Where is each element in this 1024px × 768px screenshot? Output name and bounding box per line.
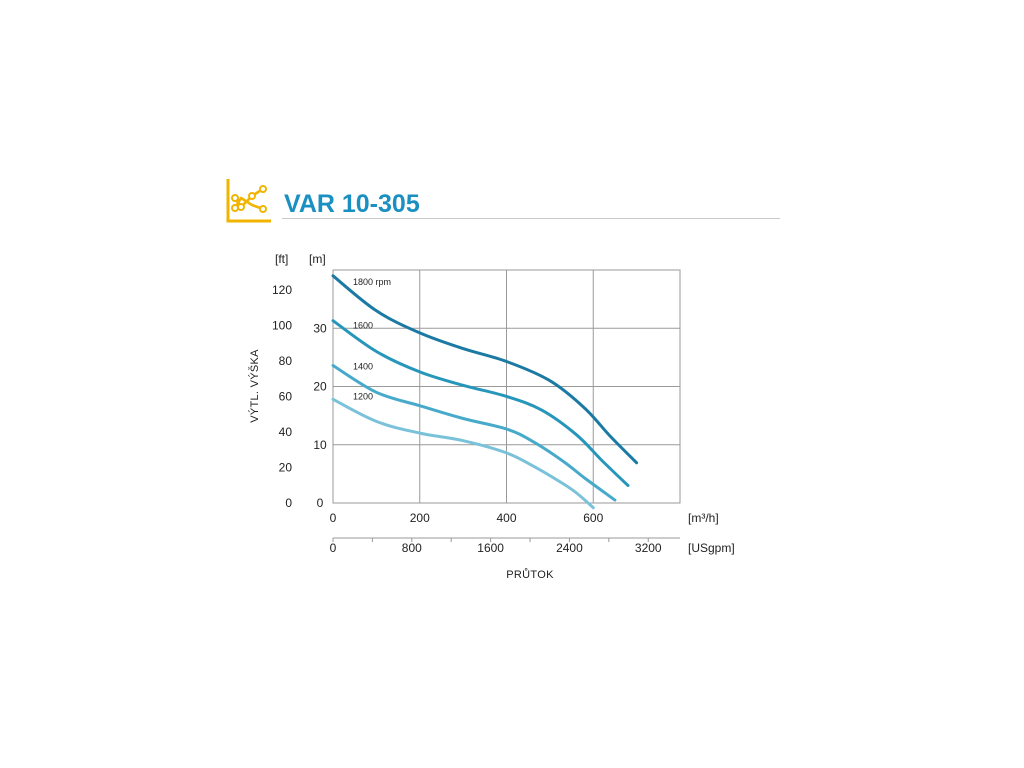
series-line	[331, 364, 617, 502]
y-unit: [m]	[309, 252, 326, 266]
x-unit: [m³/h]	[688, 511, 719, 525]
y2-unit: [ft]	[275, 252, 288, 266]
chart-title: VAR 10-305	[284, 190, 420, 218]
x2-unit: [USgpm]	[688, 541, 735, 555]
series-line	[331, 397, 595, 510]
y-tick-label: 0	[317, 496, 324, 510]
grid	[332, 269, 681, 542]
series-label: 1400	[353, 362, 373, 372]
x2-tick-label: 1600	[477, 541, 504, 555]
y-tick-label: 10	[313, 438, 327, 452]
y2-tick-label: 120	[272, 283, 292, 297]
x-tick-label: 0	[330, 511, 337, 525]
series-line	[331, 319, 630, 487]
y2-tick-label: 60	[279, 389, 293, 403]
x2-tick-label: 800	[402, 541, 422, 555]
y2-tick-label: 80	[279, 354, 293, 368]
x-axis-title: PRŮTOK	[506, 568, 554, 581]
y2-tick-label: 20	[279, 460, 293, 474]
x-tick-label: 600	[583, 511, 603, 525]
x-tick-label: 200	[410, 511, 430, 525]
series-label: 1600	[353, 321, 373, 331]
y2-tick-label: 100	[272, 318, 292, 332]
ticks: 0 200 400 600 0 800 1600 2400 3200 0 10 20 30 0 20 40 60…	[272, 283, 662, 555]
title-divider	[282, 218, 780, 219]
x-tick-label: 400	[496, 511, 516, 525]
y2-tick-label: 40	[279, 425, 293, 439]
series-line	[331, 274, 639, 465]
chart-line-icon	[226, 179, 271, 223]
y2-tick-label: 0	[285, 496, 292, 510]
y-axis-title: VÝTL. VÝŠKA	[248, 349, 261, 423]
y-tick-label: 20	[313, 380, 327, 394]
x2-tick-label: 3200	[635, 541, 662, 555]
series-layer: 1800 rpm 1600 1400 1200	[331, 274, 639, 510]
y-tick-label: 30	[313, 321, 327, 335]
series-label: 1800 rpm	[353, 277, 391, 287]
series-label: 1200	[353, 391, 373, 401]
x2-tick-label: 2400	[556, 541, 583, 555]
x2-tick-label: 0	[330, 541, 337, 555]
